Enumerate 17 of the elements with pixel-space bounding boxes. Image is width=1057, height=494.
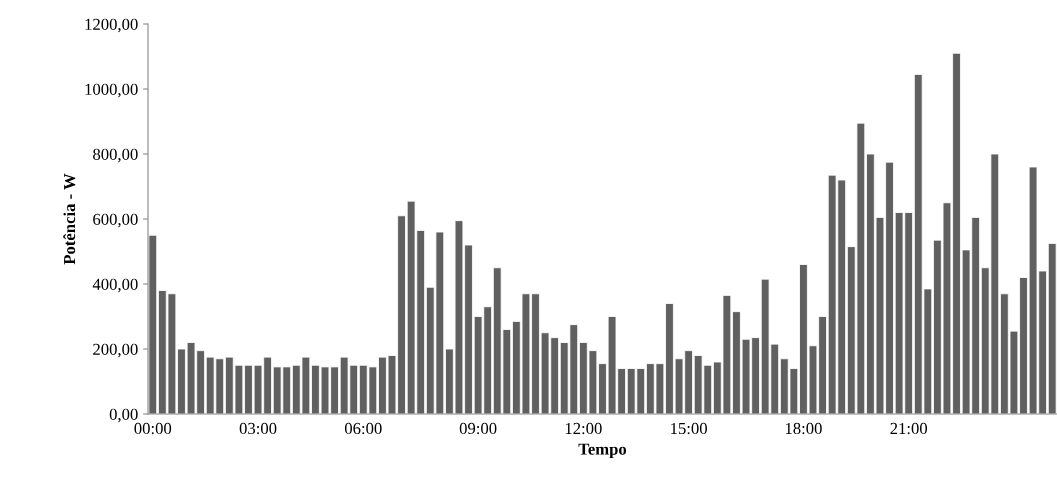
x-tick-label: 09:00 (459, 422, 497, 435)
y-tick-label: 1000,00 (85, 83, 138, 98)
y-tick-label: 0,00 (109, 408, 138, 423)
x-tick-label: 18:00 (785, 422, 822, 435)
x-tick-label: 00:00 (134, 422, 172, 435)
x-tick-label: 03:00 (239, 422, 277, 435)
y-tick-label: 800,00 (93, 148, 138, 163)
y-tick-label: 400,00 (92, 278, 138, 293)
x-tick-label: 06:00 (344, 422, 382, 435)
x-tick-label: 21:00 (890, 422, 928, 435)
x-tick-label: 15:00 (671, 422, 707, 435)
y-axis-title: Potência - W (63, 173, 76, 265)
y-tick-label: 1200,00 (85, 18, 138, 33)
x-tick-label: 12:00 (565, 422, 602, 435)
y-tick-label: 200,00 (93, 343, 138, 358)
y-tick-label: 600,00 (93, 213, 138, 228)
x-axis-title: Tempo (578, 443, 627, 459)
